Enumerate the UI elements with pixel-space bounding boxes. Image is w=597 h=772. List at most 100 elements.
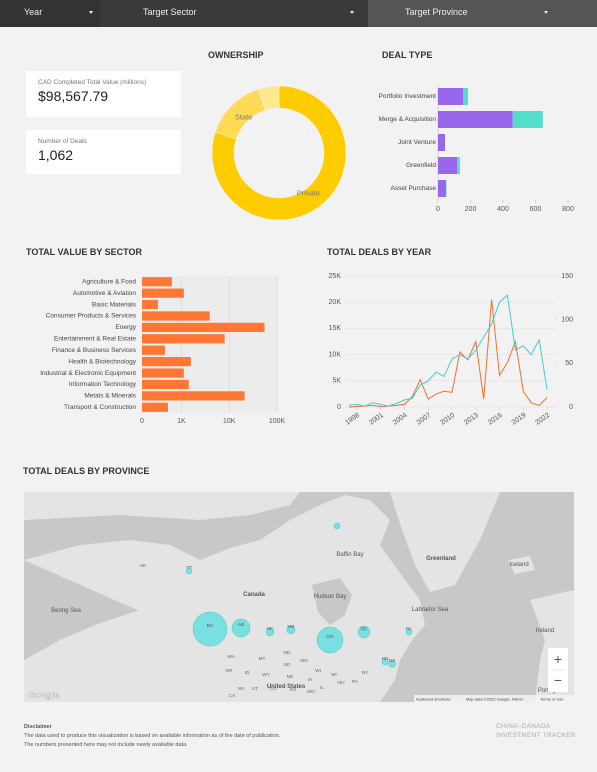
place-label: ID: [245, 670, 250, 676]
category-label: Automotive & Aviation: [73, 290, 136, 297]
province-bubble: [286, 625, 296, 635]
place-label: NY: [362, 670, 369, 676]
province-bubble: [231, 618, 251, 638]
disclaimer-text: The numbers presented here may not inclu…: [24, 742, 188, 748]
bar-segment: [463, 88, 469, 105]
province-bubble: [405, 628, 413, 636]
y-tick-label: 0: [337, 404, 341, 411]
caret: [350, 11, 354, 14]
section-title: OWNERSHIP: [208, 50, 264, 60]
zoom-in[interactable]: +: [554, 651, 562, 667]
province-bubble: [388, 660, 396, 668]
place-label: Canada: [243, 592, 265, 598]
filter-bar: Year Target Sector Target Province: [0, 0, 597, 27]
place-label: NE: [287, 674, 294, 680]
land: [508, 556, 535, 574]
kpi-value: $98,567.79: [38, 88, 109, 104]
category-label: Finance & Business Services: [52, 347, 137, 354]
province-dropdown[interactable]: Target Province: [368, 0, 597, 27]
slice-label: Private: [297, 188, 320, 197]
y-tick-label: 10K: [329, 351, 342, 358]
place-label: ND: [284, 650, 291, 656]
section-title: TOTAL DEALS BY PROVINCE: [23, 466, 150, 476]
place-label: Ireland: [536, 628, 554, 634]
bar-segment: [457, 157, 460, 174]
bar: [142, 311, 210, 321]
bar: [142, 379, 189, 390]
province-bubble: [333, 522, 341, 530]
category-label: Information Technology: [69, 381, 137, 388]
bar: [142, 391, 245, 401]
place-label: IL: [320, 685, 324, 691]
category-label: Consumer Products & Services: [46, 313, 137, 320]
map: Canada Greenland Iceland Hudson Bay Baffin B…: [24, 492, 574, 702]
x-tick-label: 400: [497, 206, 509, 213]
category-label: Greenfield: [406, 162, 436, 169]
kpi-card: Number of Deals 1,062: [26, 130, 181, 174]
bar: [142, 345, 165, 355]
bar: [142, 368, 184, 378]
place-label: Hudson Bay: [314, 594, 347, 600]
x-tick-label: 2004: [392, 412, 409, 427]
x-tick-label: 2001: [368, 412, 385, 427]
bar-segment: [438, 157, 458, 174]
attribution: Map data ©2022 Google, INEGI: [466, 697, 523, 702]
place-label: IA: [308, 677, 313, 683]
province-label: YT: [186, 565, 192, 571]
category-label: Agriculture & Food: [82, 278, 136, 285]
place-label: UT: [252, 686, 258, 692]
map-logo: Google: [28, 690, 59, 700]
place-label: Baffin Bay: [336, 552, 363, 558]
place-label: MT: [259, 656, 266, 662]
y2-tick-label: 100: [561, 317, 573, 324]
disclaimer-text: The data used to produce this visualizat…: [24, 733, 281, 739]
bar-segment: [512, 111, 543, 128]
province-label: BC: [207, 623, 214, 629]
section-title: DEAL TYPE: [382, 50, 433, 60]
province-label: ON: [326, 634, 334, 640]
plot-bg: [142, 276, 277, 413]
dropdown-label: Year: [24, 7, 43, 17]
x-tick-label: 100K: [269, 418, 286, 425]
map-layer: Canada Greenland Iceland Hudson Bay Baffin B…: [24, 492, 574, 702]
x-tick-label: 1K: [177, 418, 186, 425]
kpi-label: CAD Completed Total Value (millions): [38, 79, 147, 86]
sector-dropdown[interactable]: Target Sector: [100, 0, 368, 27]
x-tick-label: 2019: [511, 412, 528, 427]
hudson-bay: [312, 578, 352, 625]
bar-segment: [438, 134, 445, 151]
y-tick-label: 20K: [329, 299, 342, 306]
province-label: QC: [360, 626, 368, 632]
attribution[interactable]: Keyboard shortcuts: [416, 697, 450, 702]
y2-tick-label: 0: [569, 404, 573, 411]
place-label: WI: [315, 668, 321, 674]
attribution[interactable]: Terms of Use: [540, 697, 564, 702]
category-label: Energy: [115, 324, 136, 331]
pie-slice: [211, 85, 347, 221]
year-dropdown[interactable]: Year: [0, 0, 100, 27]
place-label: KS: [290, 687, 296, 693]
bar: [142, 334, 225, 344]
brand: CHINA–CANADA: [496, 723, 551, 730]
kpi-label: Number of Deals: [38, 138, 87, 145]
province-bubble: [357, 625, 371, 639]
category-label: Health & Biotechnology: [68, 358, 136, 365]
place-label: SD: [284, 662, 291, 668]
bar: [142, 402, 168, 412]
province-label: SK: [267, 626, 274, 632]
y-tick-label: 25K: [329, 273, 342, 280]
kpi-value: 1,062: [38, 147, 74, 163]
bar-segment: [438, 180, 446, 197]
y-tick-label: 15K: [329, 325, 342, 332]
x-tick-label: 600: [530, 206, 542, 213]
province-label: NS: [389, 658, 396, 664]
x-tick-label: 200: [465, 206, 477, 213]
province-bubble: [185, 567, 193, 575]
province-bubble: [192, 611, 228, 647]
dropdown-label: Target Sector: [143, 7, 197, 17]
zoom-out[interactable]: −: [554, 672, 562, 688]
province-bubble: [265, 627, 275, 637]
place-label: MI: [331, 672, 336, 678]
line-series: [348, 294, 548, 407]
